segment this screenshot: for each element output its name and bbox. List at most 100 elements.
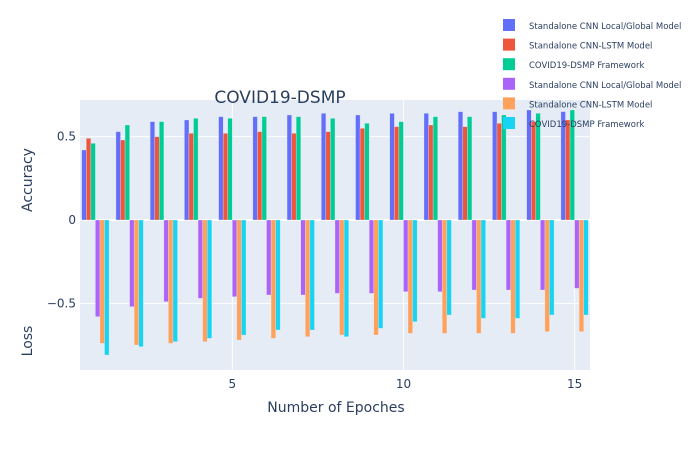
legend-swatch <box>503 38 515 51</box>
x-tick-label: 15 <box>567 377 582 391</box>
legend-item[interactable]: COVID19-DSMP Framework <box>503 58 644 71</box>
bar <box>275 219 281 331</box>
chart-title: COVID19-DSMP <box>214 88 345 108</box>
bar <box>359 128 365 221</box>
bar <box>222 133 229 221</box>
bar <box>578 219 584 332</box>
bar <box>99 219 105 344</box>
bar <box>423 113 429 221</box>
bar <box>202 219 208 342</box>
bar <box>159 121 165 221</box>
bar <box>407 219 413 334</box>
bar <box>476 219 482 334</box>
bar <box>544 219 550 332</box>
legend-label: Standalone CNN-LSTM Model <box>529 100 652 110</box>
bar <box>574 219 580 289</box>
bar <box>321 113 327 221</box>
x-tick-label: 10 <box>396 377 411 391</box>
bar <box>149 121 155 221</box>
bar <box>505 219 511 291</box>
bar <box>133 219 140 346</box>
bar <box>467 116 473 221</box>
bar <box>138 219 144 347</box>
bar <box>446 219 452 316</box>
bar <box>81 149 87 221</box>
bar <box>236 219 242 341</box>
bar <box>227 118 233 221</box>
bars <box>81 109 589 356</box>
bar <box>496 123 502 221</box>
bar <box>325 131 331 221</box>
x-tick-label: 5 <box>228 377 236 391</box>
bar <box>90 143 96 221</box>
y-tick-label: 0 <box>68 213 76 227</box>
bar <box>378 219 384 329</box>
bar <box>583 219 589 316</box>
bar <box>154 136 160 221</box>
bar <box>252 116 258 221</box>
bar <box>403 219 409 292</box>
bar <box>232 219 238 297</box>
legend-item[interactable]: Standalone CNN-LSTM Model <box>503 38 652 52</box>
bar <box>364 123 370 221</box>
bar <box>471 219 477 291</box>
bar <box>428 124 434 221</box>
bar <box>241 219 247 336</box>
y-tick-label: −0.5 <box>47 296 76 310</box>
legend-item[interactable]: Standalone CNN-LSTM Model <box>503 97 652 110</box>
bar <box>193 118 199 221</box>
legend-item[interactable]: Standalone CNN Local/Global Model <box>503 77 681 91</box>
bar <box>569 109 575 221</box>
bar <box>270 219 276 339</box>
bar <box>565 119 571 221</box>
legend-swatch <box>503 77 515 90</box>
legend-item[interactable]: COVID19-DSMP Framework <box>503 117 644 130</box>
bar <box>540 219 546 291</box>
y-axis-label-accuracy: Accuracy <box>20 148 36 212</box>
legend[interactable]: Standalone CNN Local/Global Model Standal… <box>503 19 681 130</box>
bar <box>334 219 340 294</box>
bar <box>501 114 507 221</box>
legend-swatch <box>503 97 515 110</box>
bar <box>295 116 302 221</box>
bar <box>218 116 224 221</box>
bar <box>368 219 375 294</box>
legend-item[interactable]: Standalone CNN Local/Global Model <box>503 19 681 32</box>
bar <box>206 219 213 339</box>
legend-label: COVID19-DSMP Framework <box>529 61 644 71</box>
bar <box>457 111 464 221</box>
bar <box>515 219 521 319</box>
bar <box>266 219 272 296</box>
bar <box>184 119 190 221</box>
bar <box>339 219 345 336</box>
bar <box>373 219 379 336</box>
bar <box>389 113 395 221</box>
bar <box>300 219 306 296</box>
bar <box>120 139 126 221</box>
bar <box>172 219 178 342</box>
bar <box>398 121 404 221</box>
bar <box>124 124 130 221</box>
bar <box>343 219 349 337</box>
bar <box>492 111 498 221</box>
bar <box>432 116 438 221</box>
y-tick-label: 0.5 <box>57 130 76 144</box>
bar <box>291 133 297 221</box>
bar <box>437 219 443 292</box>
legend-swatch <box>503 19 515 31</box>
bar <box>286 114 292 221</box>
legend-label: Standalone CNN Local/Global Model <box>529 22 681 32</box>
bar <box>309 219 315 331</box>
bar <box>330 118 336 221</box>
legend-swatch <box>503 117 515 129</box>
bar <box>129 219 135 307</box>
bar <box>163 219 169 302</box>
bar <box>104 219 110 356</box>
bar <box>261 116 267 221</box>
bar <box>257 131 263 221</box>
legend-label: Standalone CNN Local/Global Model <box>529 81 681 91</box>
axis-ticks: 5 10 15 0.5 0 −0.5 <box>47 130 582 391</box>
bar <box>412 219 418 322</box>
legend-label: COVID19-DSMP Framework <box>529 120 644 130</box>
